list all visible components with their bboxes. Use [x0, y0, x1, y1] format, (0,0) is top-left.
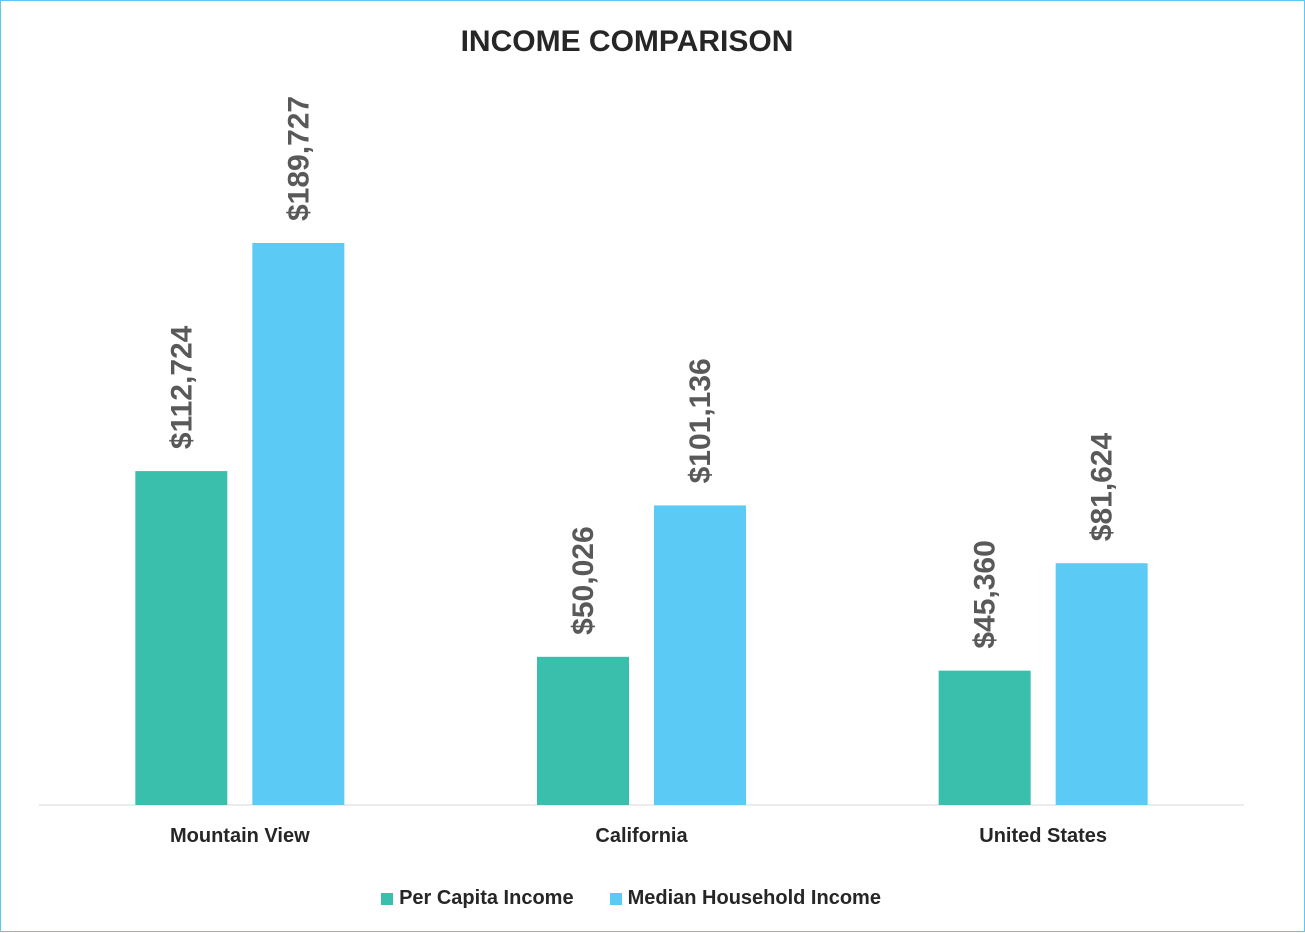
bar-per-capita-california	[537, 656, 629, 805]
data-label-median-household-mountain-view: $189,727	[282, 96, 315, 221]
bar-per-capita-united-states	[938, 670, 1031, 805]
legend: Per Capita Income Median Household Incom…	[1, 887, 1261, 910]
data-label-per-capita-united-states: $45,360	[969, 540, 1002, 648]
data-label-median-household-california: $101,136	[684, 358, 717, 483]
legend-label-median-household: Median Household Income	[627, 887, 881, 909]
category-label-california: California	[595, 825, 688, 847]
legend-swatch-median-household	[609, 892, 622, 905]
category-label-mountain-view: Mountain View	[170, 825, 310, 847]
data-label-median-household-united-states: $81,624	[1086, 432, 1119, 541]
bar-median-household-united-states	[1055, 563, 1148, 805]
legend-label-per-capita: Per Capita Income	[399, 887, 574, 909]
legend-item-median-household: Median Household Income	[609, 887, 881, 910]
bar-median-household-california	[654, 505, 746, 805]
category-label-united-states: United States	[979, 825, 1107, 847]
chart-title: INCOME COMPARISON	[460, 25, 794, 58]
legend-swatch-per-capita	[381, 892, 394, 905]
data-label-per-capita-mountain-view: $112,724	[165, 325, 198, 449]
bar-median-household-mountain-view	[252, 243, 345, 805]
legend-item-per-capita: Per Capita Income	[381, 887, 574, 910]
bar-per-capita-mountain-view	[135, 471, 228, 805]
data-label-per-capita-california: $50,026	[567, 526, 600, 634]
